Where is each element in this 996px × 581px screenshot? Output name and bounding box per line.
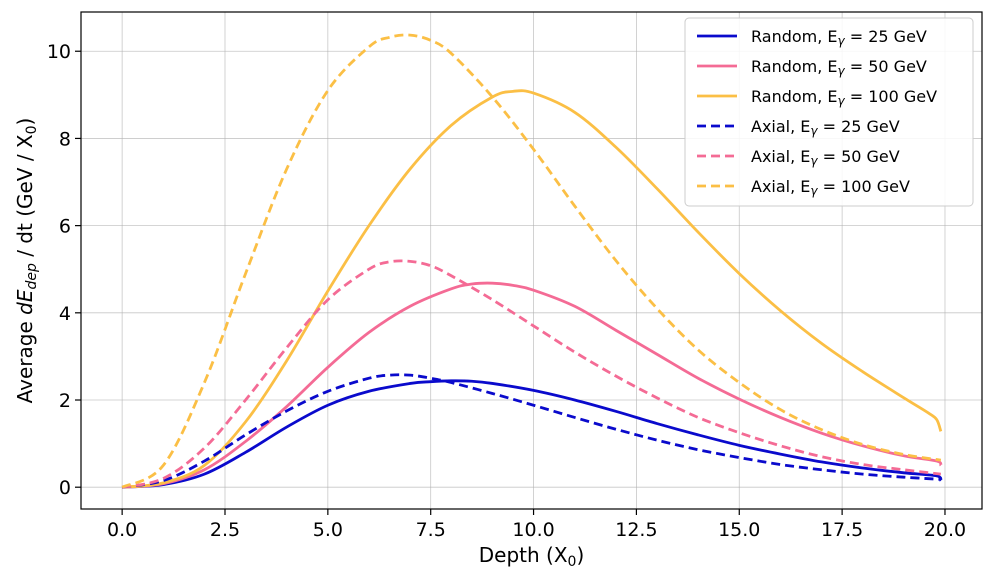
series-line-random-50	[122, 281, 943, 489]
legend-item-random-50: Random, Eγ = 50 GeV	[697, 57, 927, 78]
y-tick-label: 4	[59, 303, 71, 325]
legend-label: Random, Eγ = 100 GeV	[751, 87, 937, 108]
legend-label-sub: γ	[838, 64, 846, 78]
x-axis-label-tail: )	[576, 543, 584, 567]
y-axis-ticks: 0 2 4 6 8 10	[47, 41, 81, 499]
legend-label-prefix: Axial, E	[751, 117, 810, 136]
series-line-random-100	[121, 89, 943, 489]
x-tick-label: 17.5	[821, 519, 863, 541]
series-line-axial-50	[121, 259, 942, 489]
y-tick-label: 8	[59, 128, 71, 150]
legend-item-random-25: Random, Eγ = 25 GeV	[697, 27, 927, 48]
legend-label-suffix: = 100 GeV	[818, 177, 910, 196]
y-axis-label-suffix: / dt (GeV / X	[13, 134, 37, 263]
legend-item-random-100: Random, Eγ = 100 GeV	[697, 87, 937, 108]
legend-label-suffix: = 100 GeV	[845, 87, 937, 106]
x-tick-label: 12.5	[615, 519, 657, 541]
y-tick-label: 6	[59, 216, 71, 238]
legend-label-suffix: = 50 GeV	[845, 57, 927, 76]
x-axis-label-sub: 0	[568, 554, 577, 570]
legend-label: Random, Eγ = 25 GeV	[751, 27, 927, 48]
y-axis-label-italic: dE	[13, 289, 37, 315]
legend-label: Axial, Eγ = 25 GeV	[751, 117, 900, 138]
series-line-axial-100	[121, 33, 942, 489]
x-tick-label: 7.5	[416, 519, 446, 541]
legend-label-sub: γ	[810, 154, 818, 168]
legend-label: Axial, Eγ = 100 GeV	[751, 177, 910, 198]
legend-item-axial-100: Axial, Eγ = 100 GeV	[697, 177, 910, 198]
y-tick-label: 10	[47, 41, 71, 63]
x-tick-label: 2.5	[210, 519, 240, 541]
y-axis-label-prefix: Average	[13, 315, 37, 404]
legend-label-sub: γ	[838, 34, 846, 48]
legend-label-suffix: = 25 GeV	[818, 117, 900, 136]
series-line-axial-25	[121, 373, 941, 489]
legend-label: Axial, Eγ = 50 GeV	[751, 147, 900, 168]
x-axis-label: Depth (X0)	[479, 543, 585, 570]
x-tick-label: 15.0	[718, 519, 760, 541]
y-axis-label-suffix-sub: 0	[24, 125, 40, 134]
y-tick-label: 0	[59, 477, 71, 499]
legend-label-prefix: Random, E	[751, 27, 838, 46]
y-axis-label-italic-sub: dep	[24, 263, 40, 290]
x-axis-label-main: Depth (X	[479, 543, 568, 567]
y-axis-label-tail: )	[13, 118, 37, 126]
legend-label-sub: γ	[810, 184, 818, 198]
legend-label: Random, Eγ = 50 GeV	[751, 57, 927, 78]
y-tick-label: 2	[59, 390, 71, 412]
legend-box	[684, 17, 974, 207]
x-tick-label: 20.0	[924, 519, 966, 541]
legend-label-prefix: Axial, E	[751, 147, 810, 166]
legend-label-suffix: = 50 GeV	[818, 147, 900, 166]
legend-label-sub: γ	[810, 124, 818, 138]
legend-label-prefix: Axial, E	[751, 177, 810, 196]
plot-frame	[80, 11, 983, 510]
y-axis-label: Average dEdep / dt (GeV / X0)	[13, 118, 40, 404]
series-line-random-25	[122, 379, 943, 489]
legend-label-sub: γ	[838, 94, 846, 108]
legend-item-axial-50: Axial, Eγ = 50 GeV	[697, 147, 900, 168]
series-lines	[121, 33, 943, 489]
legend-item-axial-25: Axial, Eγ = 25 GeV	[697, 117, 900, 138]
legend-label-suffix: = 25 GeV	[845, 27, 927, 46]
x-tick-label: 5.0	[313, 519, 343, 541]
x-tick-label: 10.0	[512, 519, 554, 541]
x-axis-ticks: 0.0 2.5 5.0 7.5 10.0 12.5 15.0 17.5 20.0	[107, 509, 966, 541]
legend-label-prefix: Random, E	[751, 87, 838, 106]
x-tick-label: 0.0	[107, 519, 137, 541]
legend-label-prefix: Random, E	[751, 57, 838, 76]
